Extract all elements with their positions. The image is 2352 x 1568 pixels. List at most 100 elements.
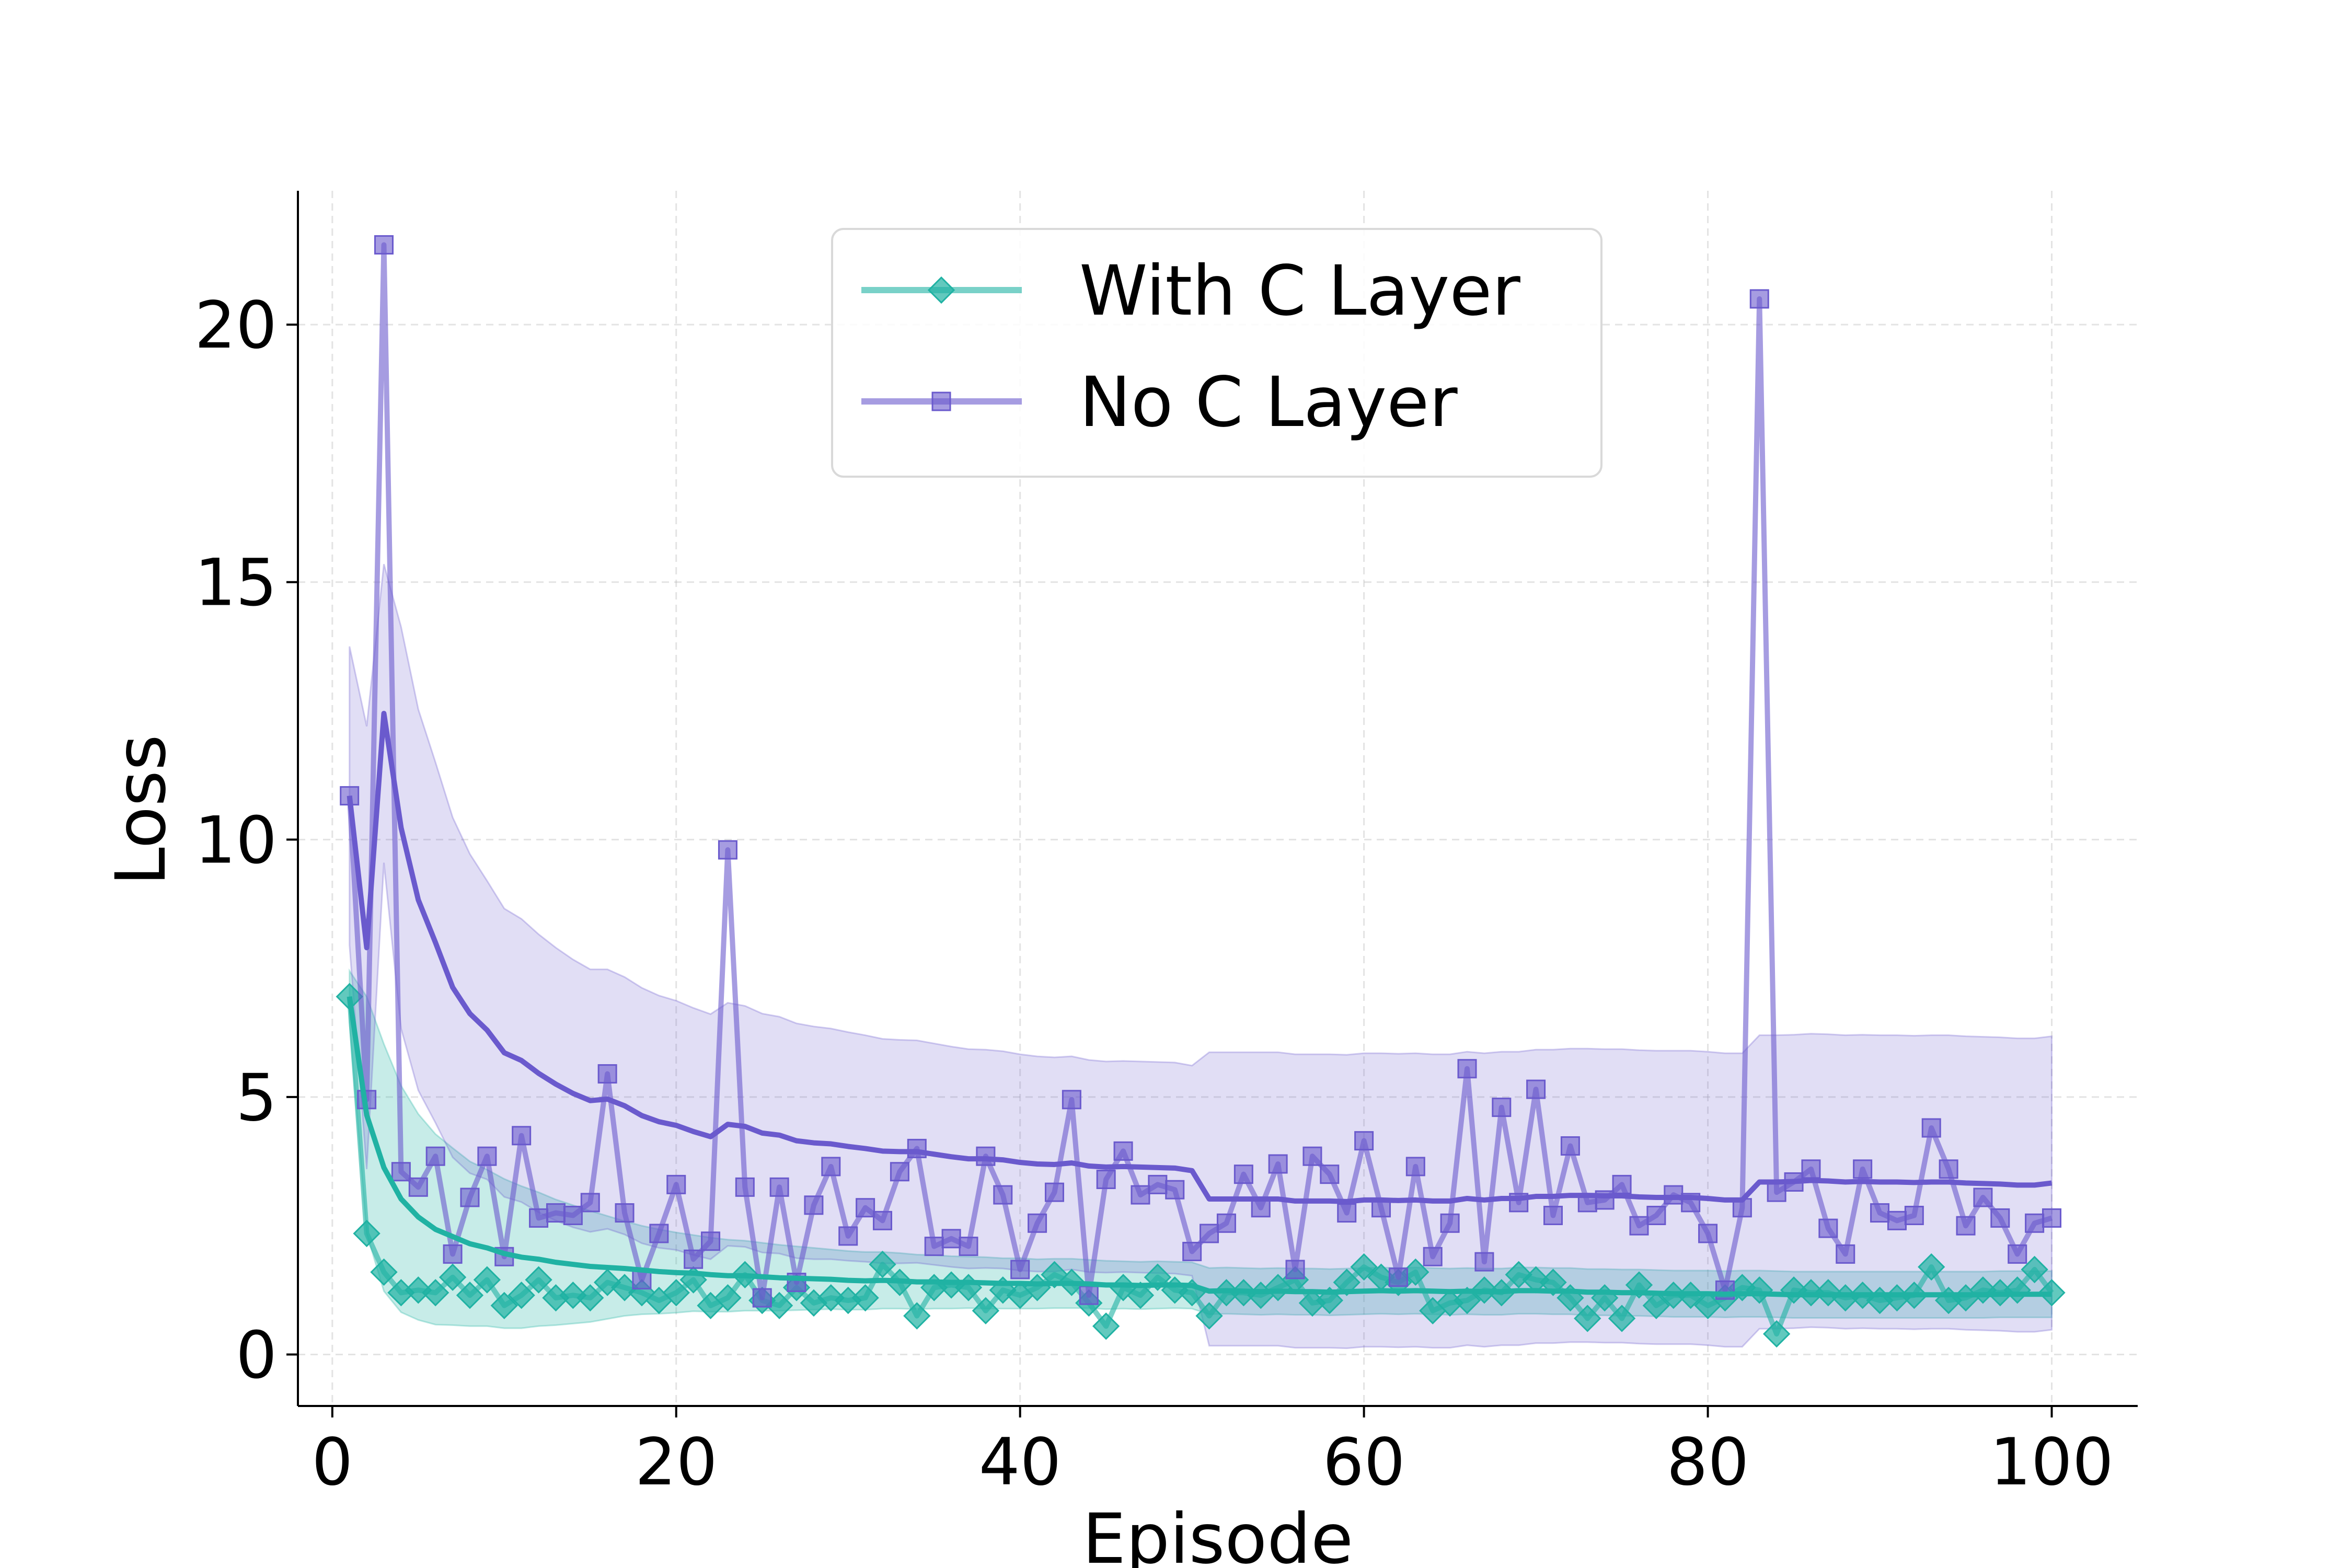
data-point-no-c-layer	[1990, 1208, 2010, 1228]
data-point-with-c-layer	[1883, 1284, 1911, 1312]
data-point-no-c-layer	[1405, 1157, 1425, 1177]
x-tick-label: 60	[1323, 1425, 1405, 1500]
data-point-with-c-layer	[353, 1219, 381, 1248]
x-tick-label: 40	[979, 1425, 1062, 1500]
data-point-with-c-layer	[869, 1250, 896, 1278]
data-point-with-c-layer	[542, 1284, 570, 1312]
data-point-no-c-layer	[804, 1195, 824, 1215]
data-point-with-c-layer	[1522, 1266, 1550, 1294]
data-point-no-c-layer	[1268, 1154, 1288, 1174]
data-point-no-c-layer	[684, 1249, 704, 1269]
data-point-no-c-layer	[1646, 1205, 1666, 1225]
data-point-no-c-layer	[1818, 1218, 1838, 1238]
data-point-no-c-layer	[1921, 1118, 1941, 1138]
data-point-with-c-layer	[765, 1292, 793, 1320]
data-point-no-c-layer	[838, 1226, 858, 1246]
y-axis-label: Loss	[101, 734, 181, 886]
data-point-with-c-layer	[1436, 1289, 1464, 1317]
data-point-with-c-layer	[1608, 1305, 1636, 1332]
y-tick-label: 5	[236, 1060, 277, 1136]
data-point-no-c-layer	[735, 1177, 755, 1197]
data-point-no-c-layer	[460, 1187, 480, 1207]
data-point-with-c-layer	[972, 1297, 1000, 1324]
data-point-with-c-layer	[473, 1266, 501, 1294]
data-point-with-c-layer	[387, 1279, 415, 1307]
data-point-no-c-layer	[1474, 1252, 1494, 1272]
data-point-no-c-layer	[1079, 1285, 1099, 1305]
data-point-with-c-layer	[508, 1282, 535, 1309]
data-point-no-c-layer	[856, 1198, 875, 1218]
y-tick-label: 0	[236, 1318, 277, 1393]
data-point-with-c-layer	[834, 1286, 862, 1315]
data-point-no-c-layer	[1302, 1146, 1322, 1166]
data-point-no-c-layer	[1182, 1241, 1202, 1261]
data-point-no-c-layer	[2042, 1208, 2062, 1228]
data-point-no-c-layer	[1354, 1131, 1374, 1151]
data-point-no-c-layer	[959, 1237, 978, 1256]
data-point-with-c-layer	[851, 1284, 879, 1312]
data-point-no-c-layer	[580, 1193, 600, 1213]
data-point-with-c-layer	[1350, 1253, 1378, 1281]
data-point-with-c-layer	[456, 1282, 484, 1309]
data-point-no-c-layer	[391, 1162, 411, 1182]
data-point-no-c-layer	[597, 1064, 617, 1084]
data-point-no-c-layer	[1440, 1213, 1460, 1233]
x-tick-label: 20	[635, 1425, 718, 1500]
data-point-no-c-layer	[1233, 1165, 1253, 1184]
data-point-no-c-layer	[1698, 1224, 1718, 1243]
data-point-with-c-layer	[1092, 1312, 1120, 1340]
data-point-no-c-layer	[1457, 1059, 1477, 1079]
data-point-no-c-layer	[1853, 1159, 1873, 1179]
mean-line-with-c-layer	[347, 996, 2052, 1298]
data-point-no-c-layer	[1096, 1170, 1116, 1190]
data-point-no-c-layer	[425, 1146, 445, 1166]
legend: With C Layer No C Layer	[831, 228, 1602, 478]
data-point-no-c-layer	[1904, 1205, 1924, 1225]
x-tick-label: 80	[1667, 1425, 1749, 1500]
data-point-no-c-layer	[2025, 1213, 2045, 1233]
data-point-no-c-layer	[2008, 1244, 2027, 1264]
data-point-no-c-layer	[563, 1205, 583, 1225]
data-point-no-c-layer	[1062, 1090, 1081, 1110]
data-point-with-c-layer	[1574, 1305, 1601, 1332]
data-point-no-c-layer	[1887, 1210, 1907, 1230]
mean-line-no-c-layer	[347, 710, 2053, 1204]
data-point-with-c-layer	[439, 1263, 467, 1291]
data-point-with-c-layer	[405, 1276, 432, 1304]
data-point-no-c-layer	[1749, 289, 1769, 309]
x-tick-label: 100	[1990, 1425, 2114, 1500]
data-point-no-c-layer	[649, 1224, 669, 1243]
data-point-no-c-layer	[443, 1244, 463, 1264]
legend-marker-with-c-layer	[927, 276, 955, 304]
data-point-no-c-layer	[1612, 1174, 1632, 1194]
data-point-no-c-layer	[632, 1270, 652, 1290]
data-point-no-c-layer	[1423, 1247, 1443, 1266]
data-point-no-c-layer	[890, 1162, 909, 1182]
ticks: 0 20 40 60 80 100 0 5 10 15 20	[194, 288, 2114, 1500]
data-point-no-c-layer	[615, 1203, 635, 1223]
data-point-no-c-layer	[1285, 1260, 1305, 1279]
data-point-no-c-layer	[1543, 1205, 1563, 1225]
data-point-with-c-layer	[1333, 1269, 1361, 1296]
data-point-with-c-layer	[2021, 1255, 2048, 1284]
data-point-no-c-layer	[941, 1229, 961, 1249]
data-point-no-c-layer	[873, 1210, 893, 1230]
data-point-no-c-layer	[1165, 1180, 1185, 1200]
data-point-no-c-layer	[821, 1157, 841, 1177]
data-point-with-c-layer	[1762, 1320, 1791, 1348]
legend-box	[831, 228, 1602, 478]
y-tick-label: 15	[194, 546, 277, 621]
data-point-no-c-layer	[1131, 1185, 1150, 1205]
data-point-with-c-layer	[662, 1279, 690, 1307]
axes	[297, 191, 2138, 1407]
data-point-no-c-layer	[1320, 1165, 1340, 1184]
data-point-no-c-layer	[1526, 1079, 1546, 1099]
data-point-with-c-layer	[1126, 1282, 1155, 1309]
data-point-no-c-layer	[1028, 1213, 1047, 1233]
data-point-no-c-layer	[1629, 1216, 1649, 1236]
legend-label-with-c-layer: With C Layer	[1079, 251, 1521, 331]
data-point-with-c-layer	[1918, 1253, 1945, 1281]
data-point-with-c-layer	[903, 1302, 931, 1330]
